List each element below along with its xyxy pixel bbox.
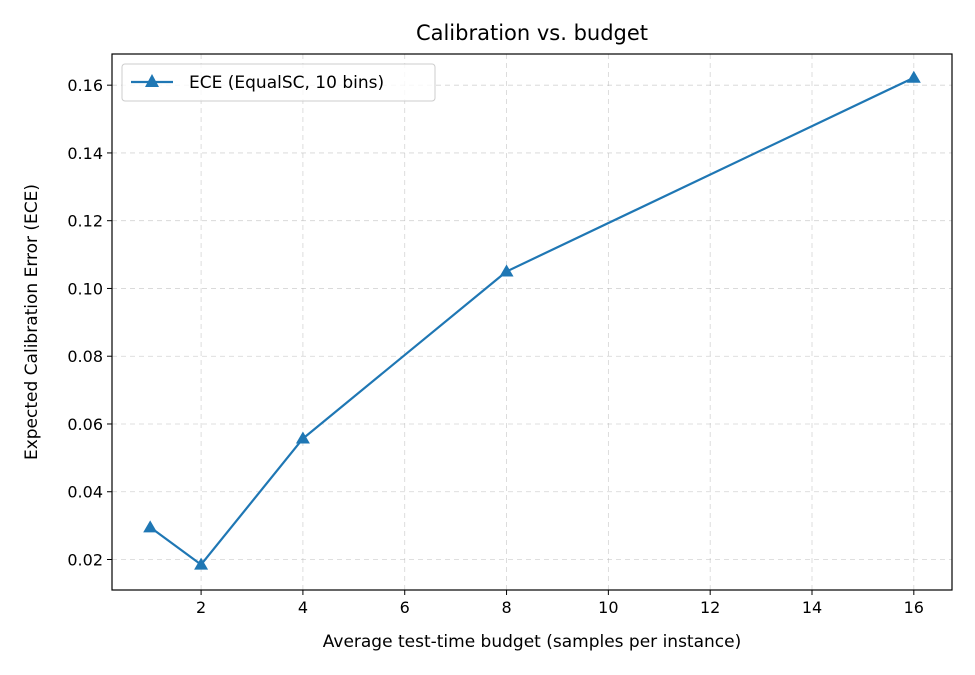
y-tick-label: 0.16 bbox=[67, 76, 103, 95]
y-tick-label: 0.14 bbox=[67, 144, 103, 163]
plot-frame bbox=[111, 53, 953, 591]
data-point-marker bbox=[295, 431, 310, 444]
y-axis-label: Expected Calibration Error (ECE) bbox=[22, 184, 42, 460]
legend-label: ECE (EqualSC, 10 bins) bbox=[189, 73, 384, 93]
data-point-marker bbox=[194, 557, 209, 570]
data-point-marker bbox=[143, 520, 158, 533]
x-tick-label: 12 bbox=[700, 598, 720, 617]
x-tick-label: 16 bbox=[904, 598, 924, 617]
y-tick-label: 0.08 bbox=[67, 347, 103, 366]
x-axis-label: Average test-time budget (samples per in… bbox=[323, 632, 741, 652]
x-tick-label: 14 bbox=[802, 598, 822, 617]
series-layer bbox=[143, 70, 921, 570]
legend-box bbox=[121, 63, 436, 102]
y-tick-label: 0.02 bbox=[67, 551, 103, 570]
legend: ECE (EqualSC, 10 bins) bbox=[121, 63, 436, 102]
legend-marker-triangle bbox=[145, 74, 159, 87]
data-point-marker bbox=[906, 70, 921, 83]
x-tick-label: 4 bbox=[298, 598, 308, 617]
x-tick-label: 6 bbox=[400, 598, 410, 617]
y-tick-label: 0.06 bbox=[67, 415, 103, 434]
x-tick-label: 10 bbox=[598, 598, 618, 617]
y-tick-label: 0.10 bbox=[67, 279, 103, 298]
ticks: 2 4 6 8 10 12 14 16 0.02 0.04 0.06 0.08 0.10 0.12 0.14… bbox=[67, 76, 924, 617]
x-tick-label: 8 bbox=[501, 598, 511, 617]
y-tick-label: 0.04 bbox=[67, 483, 103, 502]
y-tick-label: 0.12 bbox=[67, 212, 103, 231]
data-point-marker bbox=[499, 264, 514, 277]
chart-title: Calibration vs. budget bbox=[416, 21, 648, 45]
x-tick-label: 2 bbox=[196, 598, 206, 617]
